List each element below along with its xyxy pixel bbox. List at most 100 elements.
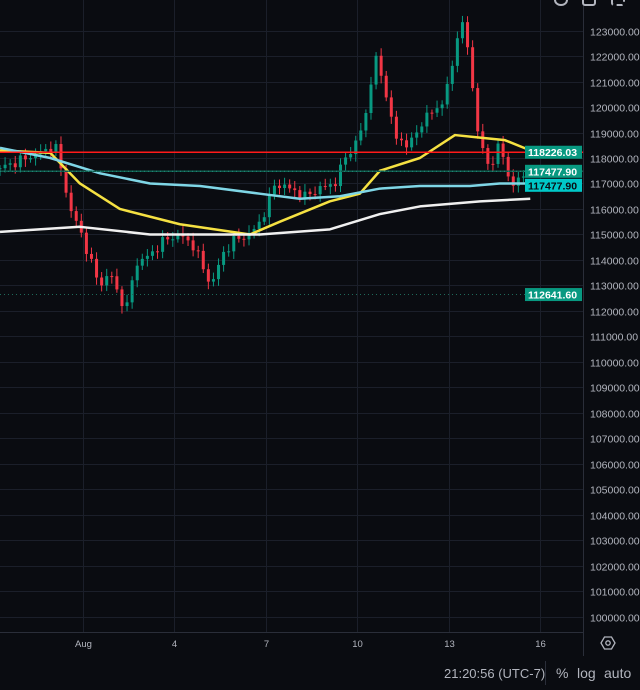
candle-body bbox=[476, 88, 480, 132]
last-price-label: 117477.90 bbox=[528, 180, 577, 192]
candle-body bbox=[161, 237, 165, 252]
candle-body bbox=[415, 132, 419, 138]
candle-body bbox=[293, 188, 297, 191]
y-tick-label: 108000.00 bbox=[590, 409, 640, 421]
x-tick-label: 4 bbox=[172, 639, 177, 650]
candle-body bbox=[303, 191, 307, 198]
moving-averages bbox=[0, 133, 531, 236]
candle-body bbox=[491, 163, 495, 165]
x-tick-label: Aug bbox=[75, 639, 92, 650]
candle-body bbox=[217, 264, 221, 280]
percent-button[interactable]: % bbox=[556, 665, 569, 681]
ma-line-yellow bbox=[0, 133, 531, 236]
candle-body bbox=[405, 140, 409, 148]
x-tick-label: 13 bbox=[444, 639, 455, 650]
candle-body bbox=[125, 302, 129, 307]
candle-body bbox=[100, 277, 104, 286]
candle-body bbox=[64, 168, 68, 193]
candle-body bbox=[318, 186, 322, 195]
candle-body bbox=[420, 126, 424, 133]
candle-body bbox=[455, 38, 459, 66]
y-tick-label: 116000.00 bbox=[590, 205, 639, 217]
y-tick-label: 103000.00 bbox=[590, 536, 640, 548]
candle-body bbox=[59, 144, 63, 169]
candle-body bbox=[394, 116, 398, 139]
x-tick-label: 16 bbox=[535, 639, 546, 650]
candle-body bbox=[222, 251, 226, 265]
candle-body bbox=[110, 276, 114, 278]
y-tick-label: 121000.00 bbox=[590, 78, 640, 90]
candle-body bbox=[150, 251, 154, 256]
y-tick-label: 112000.00 bbox=[590, 307, 639, 319]
candle-body bbox=[328, 184, 332, 187]
clock: 21:20:56 (UTC-7) bbox=[444, 666, 546, 681]
green-level-label-bg bbox=[525, 164, 582, 178]
candle-body bbox=[399, 138, 403, 141]
settings-icon[interactable] bbox=[554, 0, 568, 6]
divider bbox=[545, 661, 546, 685]
y-tick-label: 113000.00 bbox=[590, 281, 639, 293]
candle-body bbox=[384, 75, 388, 98]
candle-body bbox=[74, 211, 78, 221]
candle-body bbox=[359, 130, 363, 141]
candle-body bbox=[267, 194, 271, 218]
y-tick-label: 102000.00 bbox=[590, 562, 640, 574]
y-tick-label: 105000.00 bbox=[590, 485, 640, 497]
candle-body bbox=[389, 97, 393, 117]
y-tick-label: 104000.00 bbox=[590, 511, 640, 523]
low-level-label-bg bbox=[525, 288, 582, 302]
candle-body bbox=[166, 237, 170, 240]
y-tick-label: 111000.00 bbox=[590, 332, 638, 344]
candle-body bbox=[115, 276, 119, 290]
candle-body bbox=[283, 184, 287, 189]
candle-body bbox=[272, 185, 276, 195]
auto-button[interactable]: auto bbox=[604, 665, 632, 681]
candle-body bbox=[364, 112, 368, 131]
y-tick-label: 119000.00 bbox=[590, 129, 639, 141]
candle-body bbox=[349, 154, 353, 158]
candle-body bbox=[338, 164, 342, 187]
camera-icon[interactable] bbox=[582, 0, 596, 6]
candle-body bbox=[69, 192, 73, 212]
candle-body bbox=[506, 156, 510, 177]
candle-body bbox=[496, 143, 500, 164]
y-tick-label: 122000.00 bbox=[590, 52, 640, 64]
candle-body bbox=[196, 250, 200, 252]
candle-body bbox=[176, 233, 180, 240]
axis-settings-icon[interactable] bbox=[600, 636, 616, 650]
candle-body bbox=[44, 148, 48, 152]
x-tick-label: 7 bbox=[264, 639, 269, 650]
y-tick-label: 115000.00 bbox=[590, 230, 639, 242]
red-level-label-bg bbox=[525, 145, 582, 159]
ma-line-cyan bbox=[0, 146, 531, 201]
candle-body bbox=[521, 176, 525, 178]
candle-body bbox=[18, 155, 22, 168]
candle-body bbox=[445, 83, 449, 105]
candle-body bbox=[120, 289, 124, 307]
candle-body bbox=[28, 158, 32, 160]
candle-body bbox=[354, 140, 358, 155]
candle-body bbox=[440, 104, 444, 109]
ma-line-white bbox=[0, 197, 531, 236]
candle-body bbox=[450, 65, 454, 84]
fullscreen-icon[interactable] bbox=[611, 0, 625, 6]
candle-body bbox=[227, 251, 231, 253]
y-tick-label: 106000.00 bbox=[590, 460, 640, 472]
log-button[interactable]: log bbox=[577, 665, 596, 681]
time-axis-labels: Aug 4 7 10 13 16 bbox=[75, 639, 546, 650]
candle-body bbox=[257, 221, 261, 229]
price-axis[interactable] bbox=[583, 0, 640, 656]
candle-body bbox=[135, 265, 139, 281]
candle-body bbox=[369, 84, 373, 113]
candle-body bbox=[516, 177, 520, 186]
candle-body bbox=[171, 239, 175, 241]
last-price-label-bg bbox=[525, 178, 582, 192]
candle-body bbox=[333, 184, 337, 187]
y-tick-label: 109000.00 bbox=[590, 383, 640, 395]
red-level-label: 118226.03 bbox=[528, 147, 577, 159]
price-chart[interactable]: 100000.00 101000.00 102000.00 103000.00 1040… bbox=[0, 0, 640, 656]
candle-body bbox=[247, 232, 251, 240]
candle-body bbox=[23, 155, 27, 160]
y-tick-label: 120000.00 bbox=[590, 103, 640, 115]
candle-body bbox=[140, 258, 144, 266]
